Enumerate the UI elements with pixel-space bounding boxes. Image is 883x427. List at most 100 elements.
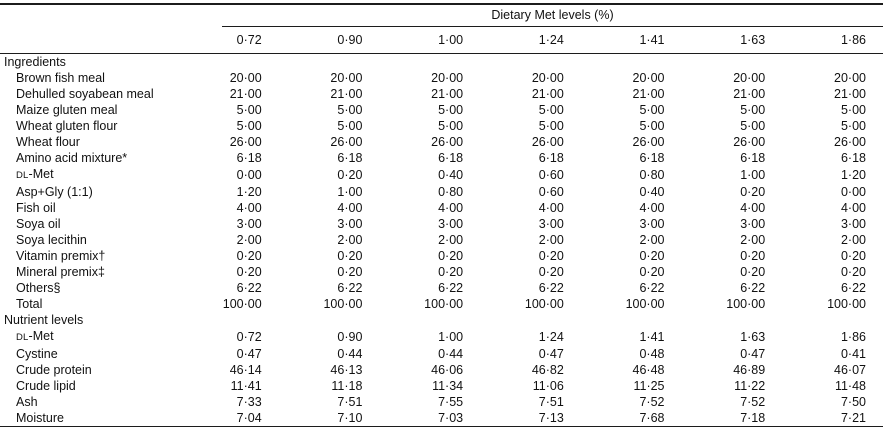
value-cell: 46·89 xyxy=(733,362,766,377)
value-cell: 21·00 xyxy=(531,86,564,101)
value-cell: 6·18 xyxy=(337,150,363,165)
value-cell: 1·00 xyxy=(438,329,464,344)
value-cell: 6·18 xyxy=(840,150,866,165)
value-cell: 4·00 xyxy=(438,200,464,215)
value-cell: 0·00 xyxy=(840,184,866,199)
value-cell: 100·00 xyxy=(323,296,363,311)
value-cell: 1·86 xyxy=(840,329,866,344)
value-cell: 20·00 xyxy=(330,70,363,85)
value-cell: 0·60 xyxy=(538,167,564,182)
value-cell: 11·48 xyxy=(834,378,866,393)
row-label: Mineral premix‡ xyxy=(16,264,105,279)
value-cell: 100·00 xyxy=(424,296,464,311)
value-cell: 0·90 xyxy=(337,329,363,344)
value-cell: 0·40 xyxy=(639,184,665,199)
value-cell: 2·00 xyxy=(538,232,564,247)
value-cell: 11·25 xyxy=(633,378,665,393)
table-body: Ingredients Brown fish meal 20·00 20·00 20·0… xyxy=(0,53,883,427)
value-cell: 3·00 xyxy=(337,216,363,231)
value-cell: 6·18 xyxy=(236,150,262,165)
value-cell: 21·00 xyxy=(229,86,262,101)
row-label: Fish oil xyxy=(16,200,56,215)
value-cell: 100·00 xyxy=(726,296,766,311)
value-cell: 0·20 xyxy=(639,248,665,263)
value-cell: 7·18 xyxy=(740,410,766,425)
value-cell: 100·00 xyxy=(625,296,665,311)
section-row: Nutrient levels xyxy=(0,312,883,328)
value-cell: 0·20 xyxy=(740,248,766,263)
section-title: Nutrient levels xyxy=(4,312,84,327)
value-cell: 6·22 xyxy=(438,280,464,295)
value-cell: 5·00 xyxy=(538,118,564,133)
value-cell: 0·00 xyxy=(236,167,262,182)
value-cell: 7·21 xyxy=(840,410,866,425)
small-caps-prefix: DL xyxy=(16,331,29,343)
value-cell: 5·00 xyxy=(236,118,262,133)
value-cell: 7·51 xyxy=(337,394,363,409)
value-cell: 0·20 xyxy=(840,248,866,263)
value-cell: 7·03 xyxy=(438,410,464,425)
row-label: Cystine xyxy=(16,346,58,361)
col-header: 1·24 xyxy=(538,32,564,47)
value-cell: 0·47 xyxy=(538,346,564,361)
value-cell: 21·00 xyxy=(632,86,665,101)
value-cell: 1·63 xyxy=(740,329,766,344)
table-row: Cystine 0·47 0·44 0·44 0·47 0·48 0·47 0·41 xyxy=(0,346,883,362)
row-label: Wheat flour xyxy=(16,134,80,149)
table-row: Others§ 6·22 6·22 6·22 6·22 6·22 6·22 6·22 xyxy=(0,280,883,296)
value-cell: 5·00 xyxy=(840,102,866,117)
table-row: Maize gluten meal 5·00 5·00 5·00 5·00 5·00 5·0… xyxy=(0,102,883,118)
value-cell: 6·18 xyxy=(639,150,665,165)
table-row: Wheat gluten flour 5·00 5·00 5·00 5·00 5·00 5·… xyxy=(0,118,883,134)
value-cell: 1·41 xyxy=(639,329,665,344)
value-cell: 0·20 xyxy=(337,167,363,182)
value-cell: 0·20 xyxy=(840,264,866,279)
diet-composition-table: Dietary Met levels (%) 0·72 0·90 1·00 1·24 1… xyxy=(0,3,883,427)
value-cell: 0·20 xyxy=(639,264,665,279)
section-row: Ingredients xyxy=(0,53,883,70)
value-cell: 100·00 xyxy=(524,296,564,311)
row-label: Maize gluten meal xyxy=(16,102,118,117)
value-cell: 7·68 xyxy=(639,410,665,425)
table-row: Amino acid mixture* 6·18 6·18 6·18 6·18 6·18 6… xyxy=(0,150,883,166)
value-cell: 6·22 xyxy=(236,280,262,295)
table-row: Vitamin premix† 0·20 0·20 0·20 0·20 0·20 0·20 0… xyxy=(0,248,883,264)
value-cell: 11·41 xyxy=(230,378,262,393)
value-cell: 0·20 xyxy=(236,264,262,279)
row-label: Asp+Gly (1:1) xyxy=(16,184,93,199)
value-cell: 11·06 xyxy=(532,378,564,393)
value-cell: 2·00 xyxy=(840,232,866,247)
value-cell: 0·20 xyxy=(337,248,363,263)
value-cell: 2·00 xyxy=(639,232,665,247)
value-cell: 0·47 xyxy=(236,346,262,361)
value-cell: 46·82 xyxy=(531,362,564,377)
col-header: 1·86 xyxy=(840,32,866,47)
table-row: DL-Met 0·00 0·20 0·40 0·60 0·80 1·00 1·20 xyxy=(0,166,883,184)
value-cell: 6·22 xyxy=(337,280,363,295)
row-label: Others§ xyxy=(16,280,61,295)
value-cell: 21·00 xyxy=(834,86,866,101)
value-cell: 0·80 xyxy=(639,167,665,182)
value-cell: 0·20 xyxy=(538,264,564,279)
value-cell: 0·44 xyxy=(438,346,464,361)
row-label: Crude protein xyxy=(16,362,92,377)
spanner-cell: Dietary Met levels (%) xyxy=(178,4,883,27)
value-cell: 4·00 xyxy=(337,200,363,215)
value-cell: 26·00 xyxy=(330,134,363,149)
value-cell: 2·00 xyxy=(337,232,363,247)
value-cell: 3·00 xyxy=(740,216,766,231)
value-cell: 21·00 xyxy=(431,86,464,101)
value-cell: 2·00 xyxy=(438,232,464,247)
value-cell: 7·10 xyxy=(337,410,363,425)
value-cell: 5·00 xyxy=(337,102,363,117)
value-cell: 7·50 xyxy=(840,394,866,409)
row-label: Brown fish meal xyxy=(16,70,105,85)
value-cell: 4·00 xyxy=(236,200,262,215)
value-cell: 7·55 xyxy=(438,394,464,409)
value-cell: 0·20 xyxy=(740,264,766,279)
value-cell: 0·48 xyxy=(639,346,665,361)
col-header: 1·63 xyxy=(740,32,766,47)
value-cell: 46·13 xyxy=(330,362,363,377)
col-header: 1·00 xyxy=(438,32,464,47)
